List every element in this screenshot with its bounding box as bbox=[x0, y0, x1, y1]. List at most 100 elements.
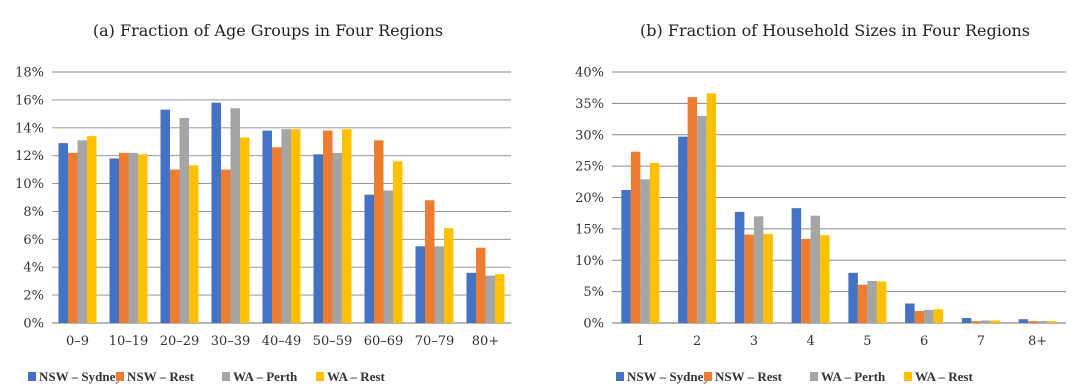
bar bbox=[697, 115, 707, 323]
bar bbox=[383, 190, 393, 323]
y-tick-label: 30% bbox=[575, 128, 604, 143]
bar bbox=[374, 140, 384, 323]
bar bbox=[791, 208, 802, 323]
bar bbox=[323, 130, 333, 323]
bar bbox=[342, 129, 352, 323]
bar bbox=[332, 152, 342, 323]
bar bbox=[160, 109, 170, 324]
x-tick-label: 0–9 bbox=[66, 334, 89, 349]
bar bbox=[630, 151, 641, 323]
bar bbox=[924, 309, 934, 323]
x-tick-label: 40–49 bbox=[262, 334, 302, 349]
x-tick-label: 5 bbox=[863, 334, 871, 349]
y-tick-label: 16% bbox=[15, 93, 44, 108]
bar bbox=[138, 154, 148, 323]
bar bbox=[466, 272, 476, 323]
bar bbox=[393, 161, 403, 323]
x-tick-label: 4 bbox=[806, 334, 814, 349]
x-tick-label: 60–69 bbox=[364, 334, 404, 349]
bar bbox=[221, 169, 231, 323]
chart-a-title: (a) Fraction of Age Groups in Four Regio… bbox=[93, 21, 443, 40]
bar bbox=[640, 179, 650, 323]
bar bbox=[415, 246, 425, 323]
bar bbox=[801, 238, 811, 323]
legend-label: WA – Perth bbox=[233, 369, 298, 384]
bar bbox=[495, 274, 505, 323]
bar bbox=[914, 311, 925, 323]
x-tick-label: 20–29 bbox=[160, 334, 200, 349]
bar bbox=[77, 140, 87, 323]
bar bbox=[230, 108, 240, 323]
legend-label: WA – Rest bbox=[327, 369, 385, 384]
bar bbox=[444, 228, 454, 323]
household-sizes-chart: (b) Fraction of Household Sizes in Four … bbox=[575, 21, 1066, 384]
bar bbox=[434, 246, 444, 323]
y-tick-label: 18% bbox=[15, 66, 44, 81]
legend-swatch bbox=[704, 372, 712, 381]
bar bbox=[485, 275, 495, 323]
bar bbox=[179, 118, 189, 324]
chart-b-title: (b) Fraction of Household Sizes in Four … bbox=[640, 21, 1030, 40]
legend-swatch bbox=[810, 372, 818, 381]
y-tick-label: 8% bbox=[23, 205, 44, 220]
bar bbox=[857, 284, 868, 323]
bar bbox=[189, 165, 199, 323]
bar bbox=[687, 97, 698, 323]
bar bbox=[867, 280, 877, 323]
bar bbox=[87, 136, 97, 323]
y-tick-label: 2% bbox=[23, 289, 44, 304]
y-tick-label: 4% bbox=[23, 261, 44, 276]
bar bbox=[170, 169, 180, 323]
y-tick-label: 12% bbox=[15, 149, 44, 164]
x-tick-label: 7 bbox=[977, 334, 985, 349]
legend-label: NSW – Sydney bbox=[39, 369, 122, 384]
bar bbox=[961, 317, 972, 323]
bar bbox=[876, 281, 887, 323]
bar bbox=[848, 272, 858, 323]
bar bbox=[734, 211, 745, 323]
x-tick-label: 3 bbox=[750, 334, 758, 349]
bar bbox=[1047, 321, 1057, 323]
bar bbox=[753, 216, 764, 323]
bar bbox=[109, 158, 119, 323]
bar bbox=[971, 321, 981, 323]
x-tick-label: 80+ bbox=[472, 334, 499, 349]
bar bbox=[820, 235, 830, 323]
bar bbox=[476, 247, 486, 323]
legend-swatch bbox=[616, 372, 624, 381]
bar bbox=[313, 154, 323, 323]
bar bbox=[291, 129, 301, 323]
y-tick-label: 10% bbox=[575, 254, 604, 269]
bar bbox=[1018, 319, 1029, 323]
legend-swatch bbox=[116, 372, 124, 381]
legend-swatch bbox=[222, 372, 230, 381]
y-tick-label: 5% bbox=[583, 285, 604, 300]
y-tick-label: 25% bbox=[575, 160, 604, 175]
bar bbox=[706, 93, 717, 324]
bar bbox=[990, 320, 1000, 323]
x-tick-label: 1 bbox=[636, 334, 644, 349]
legend-swatch bbox=[316, 372, 324, 381]
bar bbox=[1037, 321, 1048, 323]
bar bbox=[364, 194, 374, 323]
bar bbox=[58, 143, 68, 323]
x-tick-label: 30–39 bbox=[211, 334, 251, 349]
bar bbox=[211, 102, 221, 323]
x-tick-label: 10–19 bbox=[109, 334, 149, 349]
y-tick-label: 6% bbox=[23, 233, 44, 248]
legend-label: NSW – Rest bbox=[127, 369, 195, 384]
bar bbox=[980, 320, 991, 323]
y-tick-label: 35% bbox=[575, 97, 604, 112]
legend-swatch bbox=[904, 372, 912, 381]
age-groups-chart: (a) Fraction of Age Groups in Four Regio… bbox=[15, 21, 511, 384]
bar bbox=[262, 130, 272, 323]
y-tick-label: 0% bbox=[583, 317, 604, 332]
bar bbox=[649, 162, 660, 323]
bar bbox=[678, 136, 688, 323]
bar bbox=[810, 215, 821, 323]
x-tick-label: 8+ bbox=[1028, 334, 1047, 349]
bar bbox=[744, 234, 754, 323]
x-tick-label: 50–59 bbox=[313, 334, 353, 349]
y-tick-label: 15% bbox=[575, 222, 604, 237]
